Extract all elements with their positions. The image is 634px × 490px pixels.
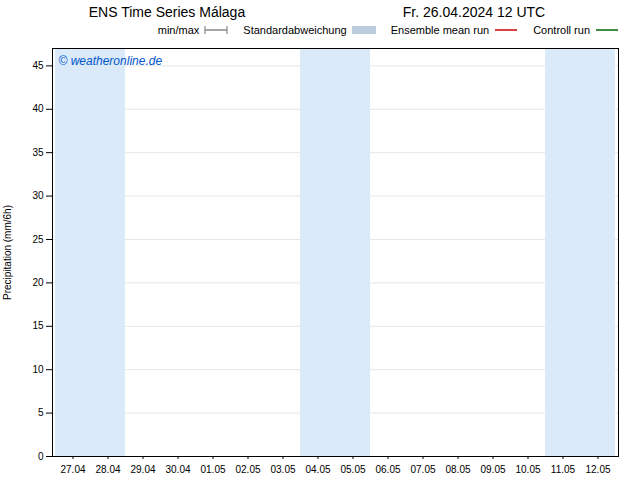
svg-text:28.04: 28.04 [95,464,120,475]
html-text:Standardabweichung: Standardabweichung [243,24,347,36]
svg-text:25: 25 [32,234,44,245]
html-text:min/max: min/max [157,24,200,36]
svg-text:30: 30 [32,190,44,201]
svg-text:12.05: 12.05 [585,464,610,475]
svg-text:08.05: 08.05 [445,464,470,475]
svg-text:06.05: 06.05 [375,464,400,475]
svg-text:40: 40 [32,103,44,114]
svg-text:04.05: 04.05 [305,464,330,475]
svg-text:Precipitation (mm/6h): Precipitation (mm/6h) [2,205,13,300]
svg-text:© weatheronline.de: © weatheronline.de [59,54,163,68]
svg-text:09.05: 09.05 [480,464,505,475]
svg-text:07.05: 07.05 [410,464,435,475]
svg-text:10.05: 10.05 [515,464,540,475]
svg-text:11.05: 11.05 [551,464,576,475]
svg-text:35: 35 [32,147,44,158]
svg-text:27.04: 27.04 [60,464,85,475]
svg-text:29.04: 29.04 [130,464,155,475]
svg-text:20: 20 [32,277,44,288]
svg-text:0: 0 [38,451,44,462]
svg-text:30.04: 30.04 [165,464,190,475]
html-text:Controll run: Controll run [533,24,590,36]
svg-text:45: 45 [32,60,44,71]
svg-text:01.05: 01.05 [200,464,225,475]
html-text:Ensemble mean run: Ensemble mean run [390,24,490,36]
svg-text:15: 15 [32,320,44,331]
html-text:Fr. 26.04.2024 12 UTC: Fr. 26.04.2024 12 UTC [402,4,546,20]
html-text:ENS Time Series Málaga: ENS Time Series Málaga [88,4,246,20]
svg-text:03.05: 03.05 [270,464,295,475]
svg-text:05.05: 05.05 [340,464,365,475]
svg-text:10: 10 [32,364,44,375]
svg-text:02.05: 02.05 [235,464,260,475]
svg-text:5: 5 [38,407,44,418]
